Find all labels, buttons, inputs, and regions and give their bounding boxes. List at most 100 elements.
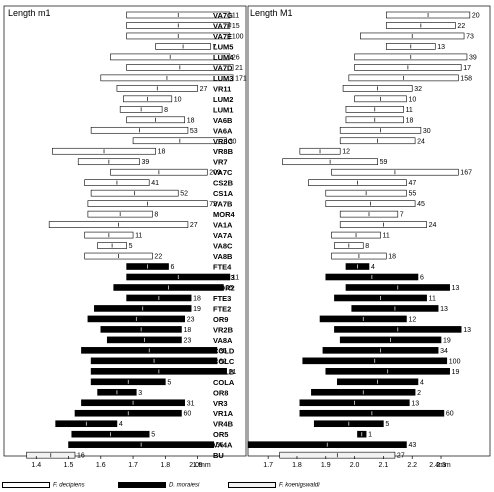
left-sample-size: 21 <box>235 65 243 72</box>
right-sample-size: 100 <box>449 358 461 365</box>
left-sample-size: 11 <box>232 13 239 20</box>
left-sample-size: 209 <box>209 170 221 177</box>
row-label: VA8A <box>213 336 233 345</box>
row-label: VA6B <box>213 116 233 125</box>
right-sample-size: 18 <box>406 117 414 124</box>
left-sample-size: 56 <box>216 442 224 449</box>
row-label: LUM5 <box>213 42 233 51</box>
right-sample-size: 12 <box>342 149 350 156</box>
right-sample-size: 43 <box>408 442 416 449</box>
right-sample-size: 158 <box>460 75 472 82</box>
left-sample-size: 22 <box>154 254 162 261</box>
row-label: COLA <box>213 378 235 387</box>
left-tick-label: 1.5 <box>64 462 74 469</box>
left-plot-frame <box>3 5 247 457</box>
row-label: VA8B <box>213 252 233 261</box>
right-sample-size: 11 <box>383 233 390 240</box>
legend-label-moraiesi: D. moraiesi <box>169 482 200 489</box>
legend-label-decipiens: F. decipiens <box>53 482 85 489</box>
row-label: VR8B <box>213 147 234 156</box>
left-sample-size: 11 <box>232 275 239 282</box>
row-label: LUM1 <box>213 105 233 114</box>
right-plot-frame <box>247 5 491 457</box>
right-sample-size: 27 <box>397 453 405 460</box>
row-label: VA7F <box>213 21 232 30</box>
left-sample-size: 10 <box>174 96 182 103</box>
row-label: MOR2 <box>213 283 235 292</box>
left-sample-size: 52 <box>180 191 188 198</box>
left-sample-size: 27 <box>200 86 208 93</box>
right-sample-size: 8 <box>365 243 369 250</box>
legend-item-decipiens: F. decipiens <box>2 482 85 489</box>
row-label: VA7E <box>213 32 232 41</box>
right-sample-size: 12 <box>408 316 416 323</box>
legend-swatch-decipiens <box>2 482 50 488</box>
left-tick-label: 2.0mm <box>189 462 211 469</box>
right-sample-size: 6 <box>420 275 424 282</box>
row-label: OR5 <box>213 430 228 439</box>
right-sample-size: 19 <box>452 369 460 376</box>
right-sample-size: 20 <box>472 13 480 20</box>
row-label: COLB <box>213 367 235 376</box>
right-tick-label: 1.8 <box>292 462 302 469</box>
row-label: VA1A <box>213 221 233 230</box>
left-tick-label: 1.9 <box>193 462 203 469</box>
right-tick-label: 2.0 <box>350 462 360 469</box>
left-sample-size: 53 <box>190 128 198 135</box>
left-sample-size: 8 <box>154 212 158 219</box>
right-sample-size: 13 <box>440 306 448 313</box>
right-sample-size: 11 <box>406 107 413 114</box>
right-tick-label: 2.1 <box>379 462 389 469</box>
right-sample-size: 34 <box>440 348 448 355</box>
right-sample-size: 5 <box>385 421 389 428</box>
left-sample-size: 11 <box>135 233 142 240</box>
left-sample-size: 16 <box>77 453 85 460</box>
row-label: FTE2 <box>213 304 231 313</box>
left-sample-size: 72 <box>209 201 217 208</box>
right-sample-size: 13 <box>463 327 471 334</box>
row-label: COLC <box>213 357 235 366</box>
right-sample-size: 24 <box>417 138 425 145</box>
right-sample-size: 13 <box>452 285 460 292</box>
right-sample-size: 10 <box>408 96 416 103</box>
left-tick-label: 1.8 <box>160 462 170 469</box>
left-sample-size: 82 <box>219 358 227 365</box>
left-sample-size: 5 <box>151 432 155 439</box>
left-sample-size: 15 <box>232 23 240 30</box>
row-label: MOR3 <box>213 273 235 282</box>
left-tick-label: 1.7 <box>128 462 138 469</box>
left-sample-size: 35 <box>219 348 227 355</box>
row-label: OR8 <box>213 388 228 397</box>
right-tick-label: 1.9 <box>321 462 331 469</box>
left-sample-size: 18 <box>183 327 191 334</box>
row-label: BU <box>213 451 224 460</box>
left-sample-size: 8 <box>164 107 168 114</box>
left-sample-size: 19 <box>193 306 201 313</box>
legend-label-koenigswaldi: F. koenigswaldi <box>279 482 320 489</box>
legend-item-koenigswaldi: F. koenigswaldi <box>228 482 320 489</box>
right-tick-label: 2.4mm <box>429 462 451 469</box>
right-sample-size: 7 <box>400 212 404 219</box>
row-label: VA4A <box>213 441 233 450</box>
left-sample-size: 18 <box>158 149 166 156</box>
row-label: MOR4 <box>213 210 235 219</box>
row-label: VA6A <box>213 126 233 135</box>
left-sample-size: 6 <box>171 264 175 271</box>
right-sample-size: 11 <box>429 295 436 302</box>
row-label: VR1A <box>213 409 234 418</box>
row-label: CS1A <box>213 189 234 198</box>
left-sample-size: 23 <box>187 316 195 323</box>
left-sample-size: 5 <box>167 379 171 386</box>
row-label: LUM3 <box>213 74 233 83</box>
left-sample-size: 26 <box>232 54 240 61</box>
row-label: VR2B <box>213 325 234 334</box>
right-sample-size: 73 <box>466 33 474 40</box>
right-sample-size: 4 <box>371 264 375 271</box>
right-tick-label: 2.3 <box>436 462 446 469</box>
row-label: CS2B <box>213 179 234 188</box>
right-sample-size: 167 <box>460 170 472 177</box>
right-sample-size: 1 <box>368 432 372 439</box>
row-label: VR4B <box>213 420 234 429</box>
left-sample-size: 171 <box>235 75 247 82</box>
